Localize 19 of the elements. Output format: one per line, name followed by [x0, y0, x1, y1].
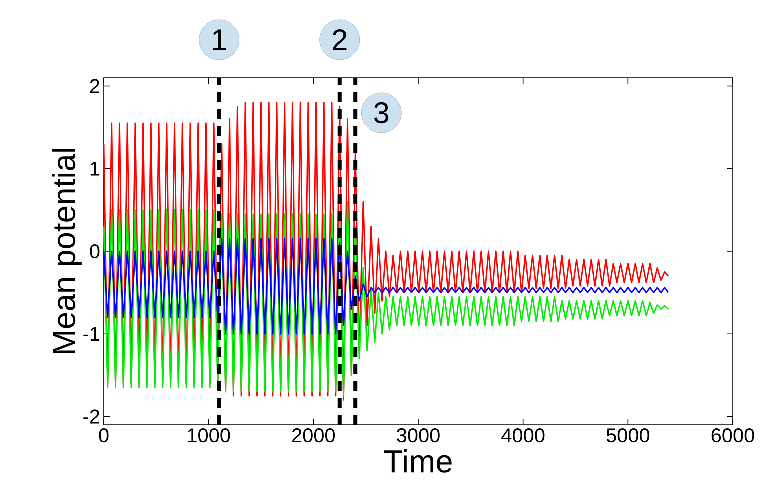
x-tick-label: 5000: [606, 428, 650, 443]
x-tick-label: 4000: [502, 428, 545, 443]
text: 1: [213, 30, 226, 50]
x-tick-label: 1000: [188, 428, 230, 443]
y-tick-label: -2: [84, 410, 100, 424]
y-tick-label: 2: [90, 79, 100, 94]
annotation: 3: [374, 102, 389, 124]
line-series: [103, 201, 670, 397]
x-tick-label: 2000: [292, 428, 336, 443]
text: 2: [333, 30, 347, 50]
y-tick-label: 0: [90, 244, 100, 259]
y-axis-title: Mean potential: [52, 149, 82, 354]
line-series: [103, 238, 670, 335]
y-tick-label: -1: [84, 327, 100, 341]
x-tick-label: 3000: [397, 428, 440, 443]
x-tick-label: 6000: [712, 428, 754, 443]
y-tick-label: 1: [90, 162, 100, 176]
x-axis-title: Time: [384, 449, 452, 473]
x-tick-label: 0: [99, 428, 109, 443]
